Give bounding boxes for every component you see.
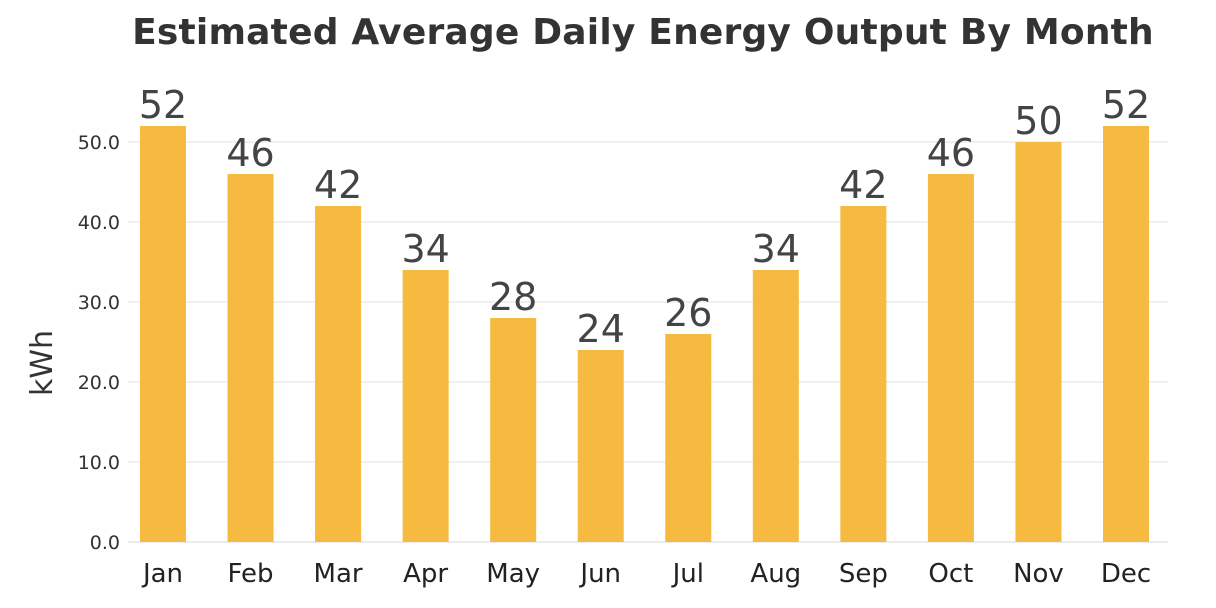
bar-may bbox=[490, 318, 537, 542]
y-tick-label: 40.0 bbox=[78, 212, 120, 234]
chart-title: Estimated Average Daily Energy Output By… bbox=[132, 12, 1154, 53]
bar-jan bbox=[140, 126, 186, 542]
x-tick-label-mar: Mar bbox=[314, 559, 363, 589]
x-tick-label-dec: Dec bbox=[1101, 559, 1151, 589]
data-label-feb: 46 bbox=[226, 131, 274, 175]
data-label-mar: 42 bbox=[314, 163, 362, 207]
bar-dec bbox=[1103, 126, 1149, 542]
y-tick-label: 10.0 bbox=[78, 452, 120, 474]
y-axis-title: kWh bbox=[25, 330, 60, 396]
data-label-jun: 24 bbox=[577, 307, 625, 351]
y-tick-label: 50.0 bbox=[78, 132, 120, 154]
data-label-apr: 34 bbox=[401, 227, 449, 271]
bars bbox=[140, 126, 1149, 542]
bar-jul bbox=[665, 334, 712, 542]
bar-aug bbox=[752, 270, 799, 542]
y-tick-label: 0.0 bbox=[90, 532, 120, 554]
y-tick-label: 30.0 bbox=[78, 292, 120, 314]
x-tick-label-oct: Oct bbox=[928, 559, 973, 589]
x-tick-label-feb: Feb bbox=[228, 559, 274, 589]
data-label-aug: 34 bbox=[752, 227, 800, 271]
bar-apr bbox=[402, 270, 449, 542]
bar-oct bbox=[927, 174, 974, 542]
x-tick-label-apr: Apr bbox=[403, 559, 448, 589]
gridlines bbox=[128, 141, 1168, 543]
data-labels: 52 46 42 34 28 24 26 34 42 46 50 52 bbox=[139, 83, 1150, 351]
data-label-dec: 52 bbox=[1102, 83, 1150, 127]
x-tick-label-jul: Jul bbox=[671, 559, 704, 589]
y-axis-ticks: 0.0 10.0 20.0 30.0 40.0 50.0 bbox=[78, 132, 120, 554]
x-tick-label-aug: Aug bbox=[750, 559, 801, 589]
bar-nov bbox=[1015, 142, 1062, 542]
data-label-sep: 42 bbox=[839, 163, 887, 207]
y-tick-label: 20.0 bbox=[78, 372, 120, 394]
data-label-jul: 26 bbox=[664, 291, 712, 335]
data-label-oct: 46 bbox=[927, 131, 975, 175]
bar-feb bbox=[227, 174, 274, 542]
bar-jun bbox=[577, 350, 624, 542]
bar-sep bbox=[840, 206, 887, 542]
bar-mar bbox=[315, 206, 362, 542]
x-axis-ticks: Jan Feb Mar Apr May Jun Jul Aug Sep Oct Nov Dec bbox=[141, 559, 1151, 589]
x-tick-label-jun: Jun bbox=[578, 559, 621, 589]
data-label-nov: 50 bbox=[1014, 99, 1062, 143]
data-label-may: 28 bbox=[489, 275, 537, 319]
x-tick-label-jan: Jan bbox=[141, 559, 183, 589]
x-tick-label-sep: Sep bbox=[839, 559, 888, 589]
x-tick-label-nov: Nov bbox=[1013, 559, 1064, 589]
data-label-jan: 52 bbox=[139, 83, 187, 127]
x-tick-label-may: May bbox=[486, 559, 540, 589]
